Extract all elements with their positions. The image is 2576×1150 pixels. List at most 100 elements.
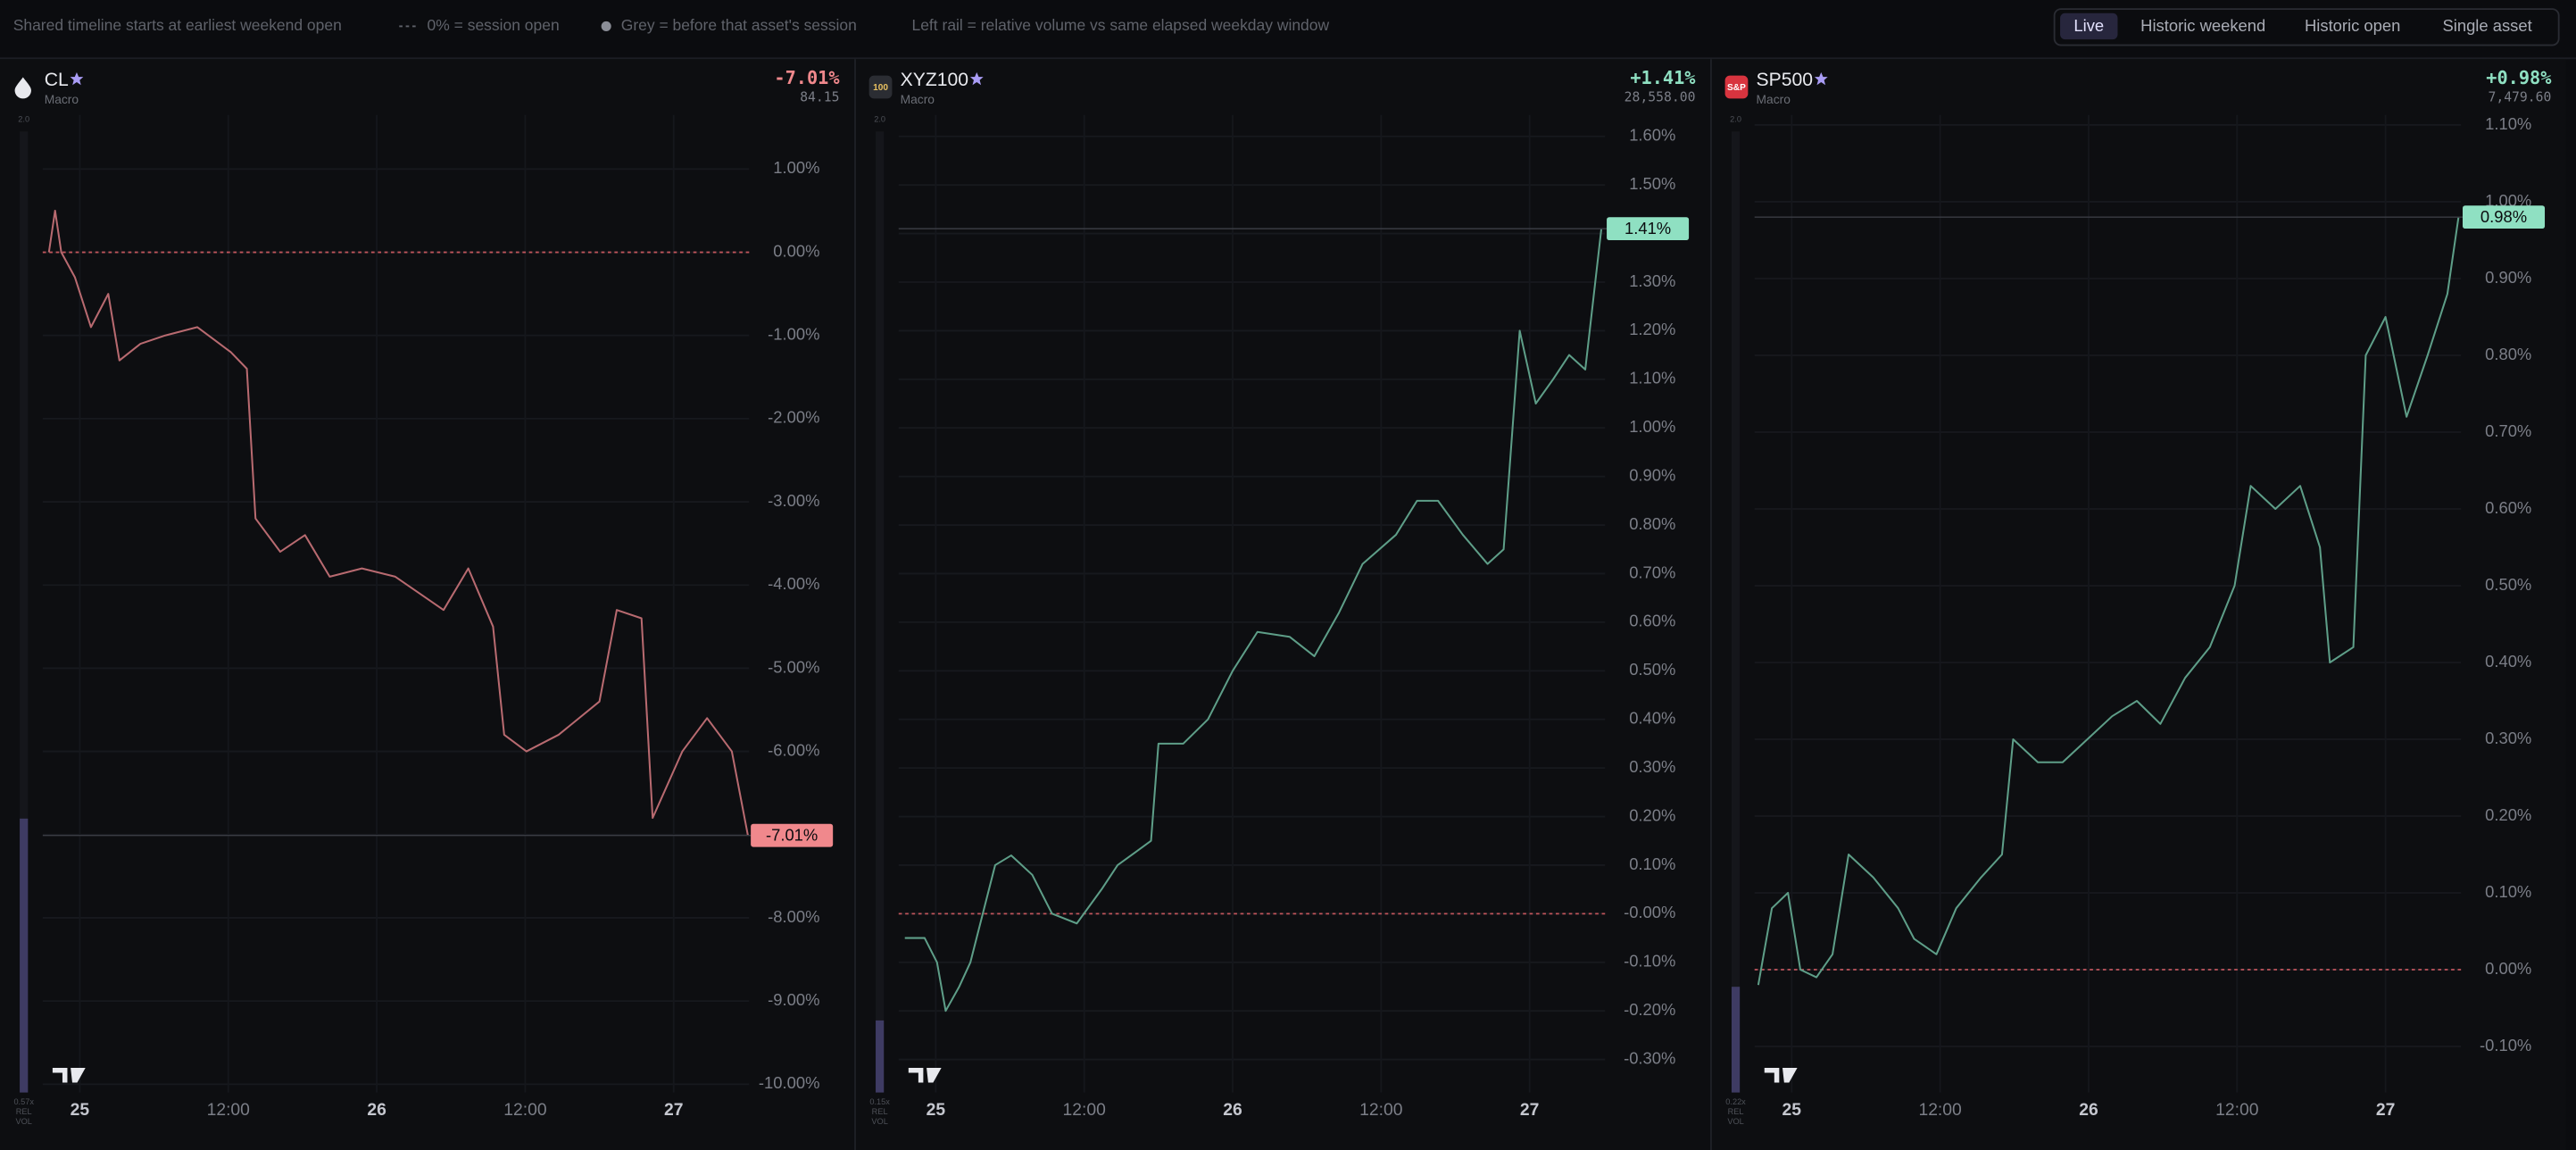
rel-vol-bar [876, 1020, 885, 1093]
y-tick-label: -2.00% [768, 408, 819, 427]
tab[interactable]: Historic open [2305, 16, 2400, 35]
rel-vol-rail [876, 131, 885, 1093]
y-tick-label: -9.00% [768, 990, 819, 1009]
rel-vol-max: 2.0 [18, 115, 29, 124]
asset-title: CL [45, 70, 69, 90]
y-tick-label: -8.00% [768, 907, 819, 926]
rel-vol-label: 0.22x [1725, 1097, 1746, 1106]
x-tick-label: 12:00 [1359, 1101, 1402, 1120]
rel-vol-rail [1731, 131, 1741, 1093]
y-tick-label: 0.20% [2485, 805, 2531, 824]
y-tick-label: 0.30% [1629, 757, 1675, 776]
last-value-tag [2463, 205, 2546, 229]
rel-vol-rail [20, 131, 29, 1093]
y-tick-label: 0.10% [1629, 854, 1675, 873]
price: 28,558.00 [1625, 89, 1696, 104]
x-tick-label: 12:00 [1063, 1101, 1106, 1120]
tv-logo [1764, 1068, 1798, 1083]
y-tick-label: -0.10% [2480, 1036, 2531, 1054]
y-tick-label: 0.40% [2485, 652, 2531, 671]
y-tick-label: -0.00% [1624, 903, 1675, 921]
asset-title: XYZ100 [901, 70, 968, 90]
x-tick-label: 25 [927, 1101, 946, 1120]
favorite-star[interactable] [1814, 71, 1828, 86]
y-tick-label: -0.20% [1624, 1000, 1675, 1019]
y-tick-label: 0.30% [2485, 729, 2531, 747]
asset-subtitle: Macro [45, 93, 79, 106]
x-tick-label: 12:00 [503, 1101, 546, 1120]
y-tick-label: 0.50% [1629, 660, 1675, 679]
y-tick-label: 0.60% [2485, 498, 2531, 517]
price-line [904, 229, 1603, 1012]
last-value-tag [751, 823, 834, 847]
y-tick-label: -0.10% [1624, 952, 1675, 971]
y-tick-label: 0.00% [2485, 959, 2531, 978]
last-value-label: 0.98% [2480, 207, 2527, 226]
y-tick-label: 1.30% [1629, 271, 1675, 290]
asset-icon [14, 77, 31, 99]
x-tick-label: 25 [1782, 1101, 1802, 1120]
tv-logo [52, 1068, 86, 1083]
y-tick-label: 0.70% [1629, 562, 1675, 581]
tv-logo [908, 1068, 942, 1083]
panel-bg [1711, 59, 2566, 1150]
note: 0% = session open [428, 16, 560, 34]
y-tick-label: 1.10% [1629, 369, 1675, 388]
last-value-label: -7.01% [766, 825, 818, 844]
y-tick-label: 1.00% [773, 158, 819, 177]
tab[interactable]: Single asset [2443, 16, 2532, 35]
asset-icon-text: S&P [1727, 83, 1746, 93]
change: +1.41% [1630, 67, 1696, 88]
asset-subtitle: Macro [901, 93, 935, 106]
rel-vol-label: 0.57x [13, 1097, 34, 1106]
y-tick-label: -0.30% [1624, 1048, 1675, 1067]
change: +0.98% [2486, 67, 2552, 88]
y-tick-label: 0.80% [2485, 345, 2531, 363]
y-tick-label: 0.60% [1629, 612, 1675, 630]
y-tick-label: 1.10% [2485, 114, 2531, 133]
y-tick-label: -1.00% [768, 325, 819, 344]
tab[interactable]: Live [2073, 16, 2104, 35]
x-tick-label: 26 [1223, 1101, 1242, 1120]
asset-subtitle: Macro [1757, 93, 1791, 106]
y-tick-label: 0.20% [1629, 805, 1675, 824]
rel-vol-max: 2.0 [1730, 115, 1741, 124]
y-tick-label: 1.50% [1629, 174, 1675, 193]
y-tick-label: 0.70% [2485, 421, 2531, 440]
rel-vol-caption: VOL [871, 1117, 887, 1126]
rel-vol-caption: VOL [15, 1117, 31, 1126]
tab-active-bg [2060, 12, 2118, 40]
rel-vol-bar [20, 818, 29, 1093]
x-tick-label: 26 [2079, 1101, 2098, 1120]
rel-vol-bar [1731, 987, 1741, 1093]
rel-vol-label: 0.15x [869, 1097, 890, 1106]
y-tick-label: 0.90% [2485, 268, 2531, 287]
y-tick-label: -5.00% [768, 657, 819, 676]
x-tick-label: 12:00 [2215, 1101, 2258, 1120]
y-tick-label: 1.00% [1629, 417, 1675, 436]
last-value-label: 1.41% [1625, 219, 1671, 238]
x-tick-label: 27 [664, 1101, 683, 1120]
y-tick-label: 1.60% [1629, 126, 1675, 145]
note: Shared timeline starts at earliest weeke… [13, 16, 342, 34]
last-value-tag [1607, 217, 1690, 241]
x-tick-label: 12:00 [207, 1101, 250, 1120]
dot-icon [601, 21, 611, 31]
favorite-star[interactable] [70, 71, 84, 86]
favorite-star[interactable] [969, 71, 984, 86]
tab[interactable]: Historic weekend [2140, 16, 2265, 35]
y-tick-label: 0.10% [2485, 882, 2531, 901]
panel-bg [855, 59, 1711, 1150]
x-tick-label: 12:00 [1918, 1101, 1961, 1120]
x-tick-label: 27 [2376, 1101, 2395, 1120]
price: 7,479.60 [2488, 89, 2551, 104]
y-tick-label: -3.00% [768, 491, 819, 510]
asset-icon-text: 100 [873, 83, 888, 93]
rel-vol-caption: REL [872, 1107, 888, 1116]
price-line [47, 209, 749, 836]
price-line [1757, 217, 2460, 986]
x-tick-label: 25 [71, 1101, 90, 1120]
y-tick-label: 0.90% [1629, 465, 1675, 484]
note: Left rail = relative volume vs same elap… [912, 16, 1330, 34]
asset-icon [1724, 75, 1749, 99]
